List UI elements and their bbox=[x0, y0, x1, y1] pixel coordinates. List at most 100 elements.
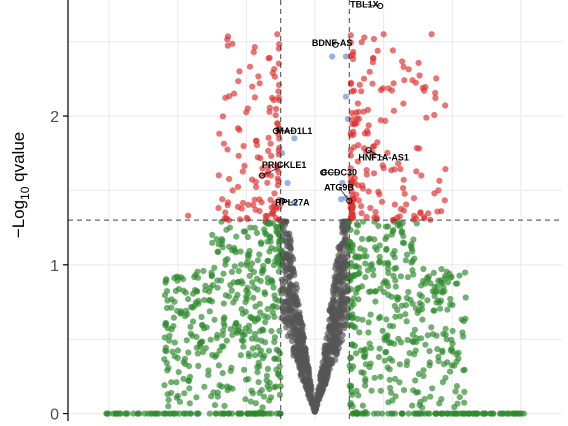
data-point-log2fc bbox=[376, 242, 383, 249]
data-point-log2fc bbox=[426, 362, 433, 369]
data-point-significant bbox=[405, 66, 412, 73]
data-point-significant bbox=[347, 147, 354, 154]
data-point-log2fc bbox=[122, 410, 129, 417]
data-point-significant bbox=[264, 179, 271, 186]
data-point-log2fc bbox=[418, 293, 425, 300]
data-point-ns bbox=[300, 361, 307, 368]
data-point-significant bbox=[229, 187, 236, 194]
data-point-pvalue bbox=[342, 53, 349, 60]
labelled-point-marker bbox=[259, 172, 266, 179]
data-point-ns bbox=[335, 313, 342, 320]
data-point-log2fc bbox=[465, 410, 472, 417]
data-point-significant bbox=[265, 134, 272, 141]
data-point-log2fc bbox=[245, 290, 252, 297]
data-point-ns bbox=[316, 396, 323, 403]
data-point-log2fc bbox=[451, 362, 458, 369]
data-point-log2fc bbox=[348, 299, 355, 306]
data-point-log2fc bbox=[424, 297, 431, 304]
data-point-significant bbox=[274, 121, 281, 128]
data-point-ns bbox=[333, 333, 340, 340]
data-point-log2fc bbox=[240, 228, 247, 235]
data-point-pvalue bbox=[342, 93, 349, 100]
gene-label-rpl27a: RPL27A bbox=[275, 197, 310, 207]
y-tick-label: 0 bbox=[50, 407, 59, 424]
data-point-log2fc bbox=[346, 247, 353, 254]
data-point-significant bbox=[438, 208, 445, 215]
data-point-ns bbox=[286, 230, 293, 237]
data-point-log2fc bbox=[267, 234, 274, 241]
data-point-log2fc bbox=[194, 350, 201, 357]
data-point-log2fc bbox=[440, 361, 447, 368]
data-point-log2fc bbox=[390, 227, 397, 234]
data-point-significant bbox=[245, 201, 252, 208]
data-point-log2fc bbox=[234, 291, 241, 298]
data-point-log2fc bbox=[452, 388, 459, 395]
data-point-significant bbox=[365, 122, 372, 129]
gene-label-atg9b: ATG9B bbox=[324, 182, 354, 192]
data-point-log2fc bbox=[490, 410, 497, 417]
data-point-log2fc bbox=[215, 362, 222, 369]
data-point-log2fc bbox=[353, 289, 360, 296]
data-point-log2fc bbox=[354, 315, 361, 322]
data-point-log2fc bbox=[226, 224, 233, 231]
data-point-log2fc bbox=[382, 348, 390, 356]
data-point-log2fc bbox=[381, 357, 388, 364]
points-layer bbox=[103, 31, 527, 417]
data-point-log2fc bbox=[356, 269, 363, 277]
data-point-log2fc bbox=[257, 347, 264, 354]
data-point-log2fc bbox=[180, 358, 187, 366]
data-point-significant bbox=[349, 205, 356, 212]
data-point-log2fc bbox=[403, 294, 410, 302]
label-connector bbox=[368, 149, 384, 158]
data-point-ns bbox=[305, 365, 312, 372]
data-point-log2fc bbox=[444, 306, 451, 313]
data-point-log2fc bbox=[225, 293, 233, 300]
data-point-log2fc bbox=[391, 265, 398, 272]
data-point-log2fc bbox=[187, 323, 194, 330]
data-point-pvalue bbox=[291, 199, 298, 206]
data-point-log2fc bbox=[435, 277, 442, 284]
data-point-log2fc bbox=[219, 370, 226, 377]
data-point-log2fc bbox=[407, 243, 414, 250]
data-point-log2fc bbox=[161, 356, 168, 363]
data-point-log2fc bbox=[368, 344, 375, 352]
data-point-significant bbox=[436, 177, 443, 184]
data-point-log2fc bbox=[254, 369, 261, 376]
data-point-ns bbox=[293, 339, 301, 346]
data-point-log2fc bbox=[447, 295, 454, 303]
data-point-log2fc bbox=[233, 328, 240, 335]
data-point-significant bbox=[252, 178, 259, 185]
data-point-log2fc bbox=[420, 265, 427, 273]
data-point-log2fc bbox=[193, 344, 200, 351]
data-point-log2fc bbox=[409, 258, 416, 265]
data-point-log2fc bbox=[359, 402, 366, 409]
data-point-ns bbox=[341, 273, 348, 280]
data-point-ns bbox=[286, 258, 293, 265]
data-point-significant bbox=[350, 55, 357, 63]
data-point-log2fc bbox=[211, 316, 218, 323]
data-point-pvalue bbox=[291, 135, 298, 142]
data-point-log2fc bbox=[505, 410, 512, 417]
data-point-log2fc bbox=[350, 363, 357, 370]
label-connector bbox=[282, 200, 293, 203]
data-point-significant bbox=[251, 44, 258, 51]
data-point-log2fc bbox=[202, 345, 209, 352]
data-point-log2fc bbox=[404, 251, 411, 258]
data-point-log2fc bbox=[392, 375, 399, 382]
data-point-log2fc bbox=[114, 410, 122, 417]
data-point-log2fc bbox=[175, 274, 182, 281]
data-point-log2fc bbox=[405, 288, 412, 296]
data-point-significant bbox=[442, 102, 449, 109]
data-point-significant bbox=[403, 201, 410, 208]
y-tick-label: 1 bbox=[50, 258, 59, 275]
data-point-significant bbox=[224, 33, 232, 40]
threshold-lines bbox=[68, 0, 562, 421]
data-point-significant bbox=[226, 93, 233, 100]
data-point-log2fc bbox=[201, 383, 208, 390]
data-point-log2fc bbox=[377, 313, 384, 321]
data-point-ns bbox=[329, 339, 336, 346]
data-point-log2fc bbox=[224, 256, 231, 263]
data-point-log2fc bbox=[388, 293, 395, 300]
data-point-log2fc bbox=[197, 339, 204, 346]
data-point-log2fc bbox=[372, 298, 379, 305]
